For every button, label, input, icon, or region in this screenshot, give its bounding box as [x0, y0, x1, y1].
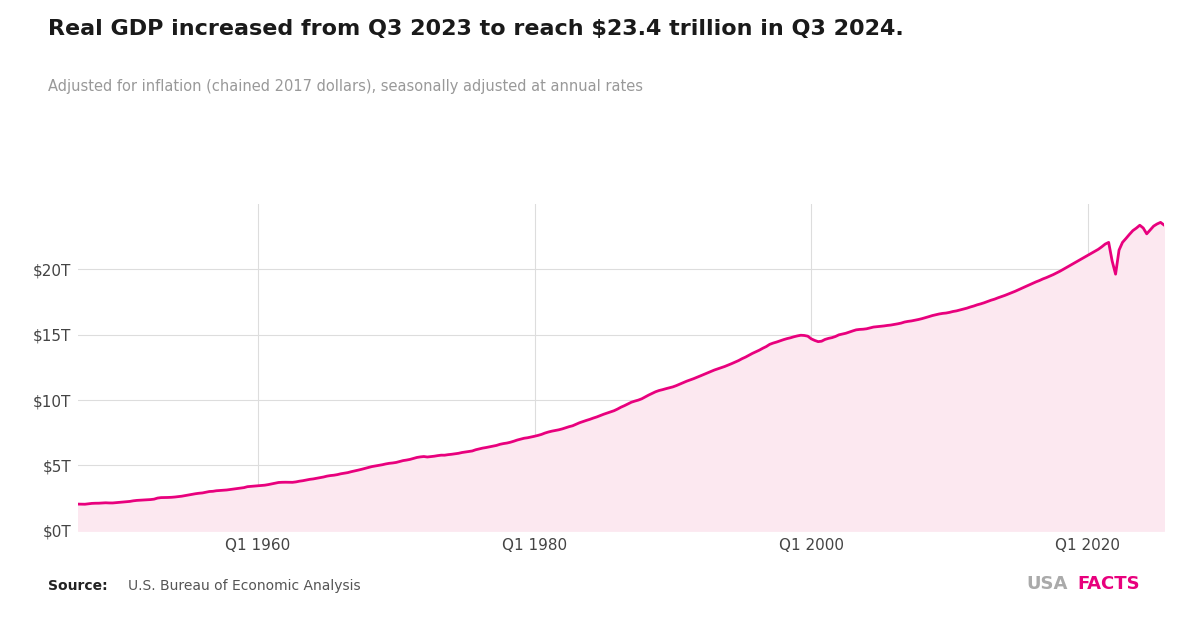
Text: Source:: Source:: [48, 580, 108, 593]
Text: Adjusted for inflation (chained 2017 dollars), seasonally adjusted at annual rat: Adjusted for inflation (chained 2017 dol…: [48, 78, 643, 94]
Text: Real GDP increased from Q3 2023 to reach $23.4 trillion in Q3 2024.: Real GDP increased from Q3 2023 to reach…: [48, 19, 904, 39]
Text: U.S. Bureau of Economic Analysis: U.S. Bureau of Economic Analysis: [128, 580, 361, 593]
Text: FACTS: FACTS: [1078, 575, 1140, 593]
Text: USA: USA: [1026, 575, 1067, 593]
